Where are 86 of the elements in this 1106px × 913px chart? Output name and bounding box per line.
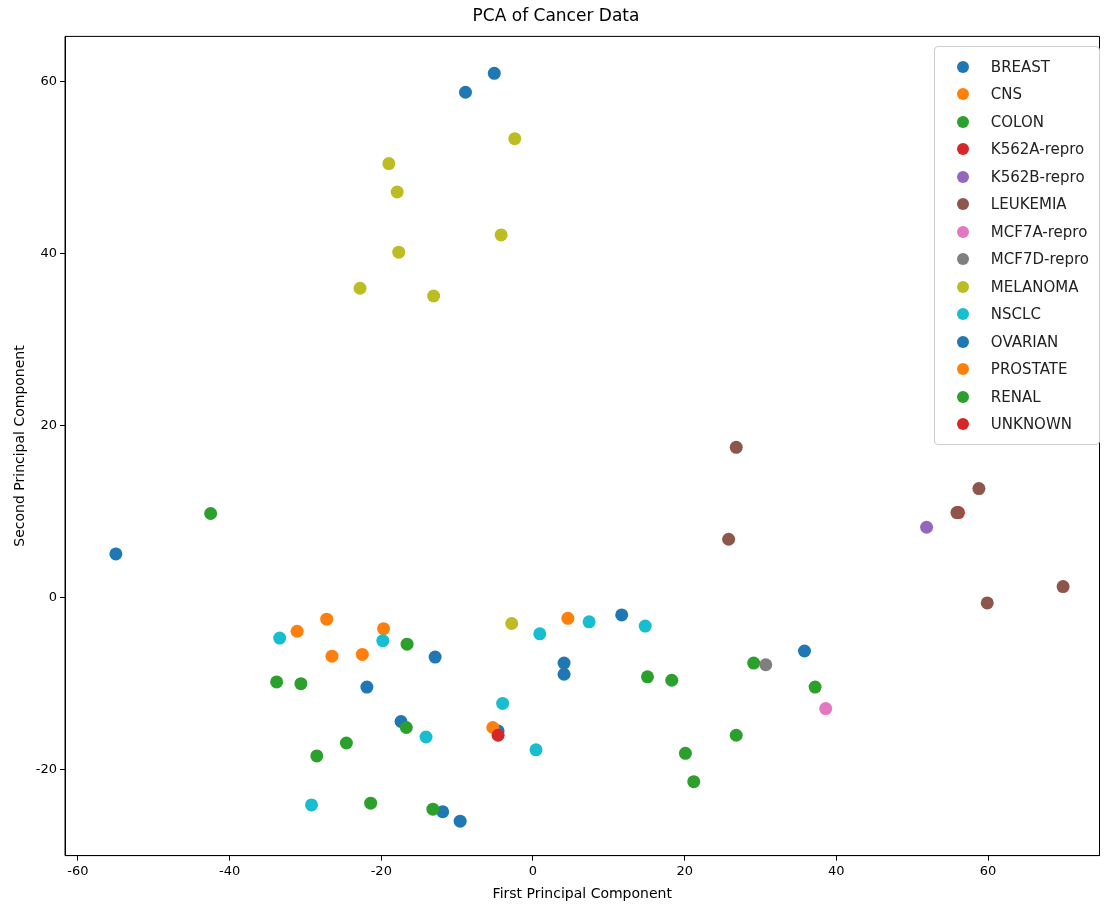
point — [640, 670, 654, 684]
point — [458, 85, 472, 99]
point — [399, 721, 413, 735]
point — [339, 736, 353, 750]
legend-label: MELANOMA — [990, 277, 1079, 296]
point — [325, 649, 339, 663]
point — [638, 619, 652, 633]
point — [453, 814, 467, 828]
y-tick-label: 0 — [48, 589, 58, 605]
point — [557, 667, 571, 681]
x-tick-label: 20 — [676, 862, 693, 878]
legend-label: LEUKEMIA — [990, 195, 1067, 214]
point — [400, 637, 414, 651]
point — [290, 624, 304, 638]
legend-label: MCF7D-repro — [990, 250, 1089, 269]
legend-label: MCF7A-repro — [990, 222, 1088, 241]
point — [505, 617, 519, 631]
point — [808, 680, 822, 694]
chart-title: PCA of Cancer Data — [472, 4, 640, 25]
point — [109, 547, 123, 561]
point — [204, 506, 218, 520]
point — [270, 675, 284, 689]
point — [390, 185, 404, 199]
point — [305, 798, 319, 812]
point — [729, 728, 743, 742]
legend-label: COLON — [990, 112, 1044, 131]
point — [819, 702, 833, 716]
point — [529, 743, 543, 757]
point — [360, 680, 374, 694]
point — [428, 650, 442, 664]
point — [980, 596, 994, 610]
legend-label: PROSTATE — [990, 360, 1068, 379]
point — [494, 228, 508, 242]
point — [355, 647, 369, 661]
x-tick-label: -40 — [218, 862, 241, 878]
point — [759, 658, 773, 672]
legend-label: CNS — [990, 85, 1023, 104]
y-tick-label: 20 — [40, 417, 58, 433]
point — [382, 157, 396, 171]
point — [747, 656, 761, 670]
point — [376, 634, 390, 648]
y-tick-label: -20 — [35, 761, 58, 777]
x-tick-label: 40 — [828, 862, 845, 878]
x-tick-label: -20 — [370, 862, 392, 878]
y-tick-label: 60 — [40, 73, 58, 89]
point — [294, 677, 308, 691]
point — [392, 245, 406, 259]
point — [491, 728, 505, 742]
point — [678, 746, 692, 760]
point — [687, 775, 701, 789]
x-tick-label: -60 — [67, 862, 89, 878]
legend-label: RENAL — [990, 387, 1041, 406]
point — [729, 440, 743, 454]
legend-label: BREAST — [990, 57, 1050, 76]
legend-label: UNKNOWN — [990, 415, 1072, 434]
x-axis-title: First Principal Component — [492, 885, 673, 902]
x-tick-label: 60 — [979, 862, 997, 878]
point — [320, 612, 334, 626]
y-axis-title: Second Principal Component — [11, 344, 28, 547]
point — [797, 644, 811, 658]
point — [426, 802, 440, 816]
legend-label: K562A-repro — [990, 140, 1085, 159]
point — [419, 730, 433, 744]
point — [533, 627, 547, 641]
x-tick-label: 0 — [528, 862, 538, 878]
point — [920, 520, 934, 534]
point — [496, 696, 510, 710]
legend-label: OVARIAN — [990, 332, 1059, 351]
point — [582, 615, 596, 629]
point — [508, 132, 522, 146]
point — [377, 622, 391, 636]
legend-label: NSCLC — [990, 305, 1041, 324]
point — [273, 631, 287, 645]
point — [615, 608, 629, 622]
point — [722, 532, 736, 546]
point — [310, 749, 324, 763]
point — [1056, 580, 1070, 594]
point — [364, 796, 378, 810]
point — [665, 673, 679, 687]
point — [487, 66, 501, 80]
legend-label: K562B-repro — [990, 167, 1085, 186]
y-tick-label: 40 — [40, 245, 58, 261]
point — [561, 611, 575, 625]
point — [972, 482, 986, 496]
point — [427, 289, 441, 303]
point — [353, 281, 367, 295]
